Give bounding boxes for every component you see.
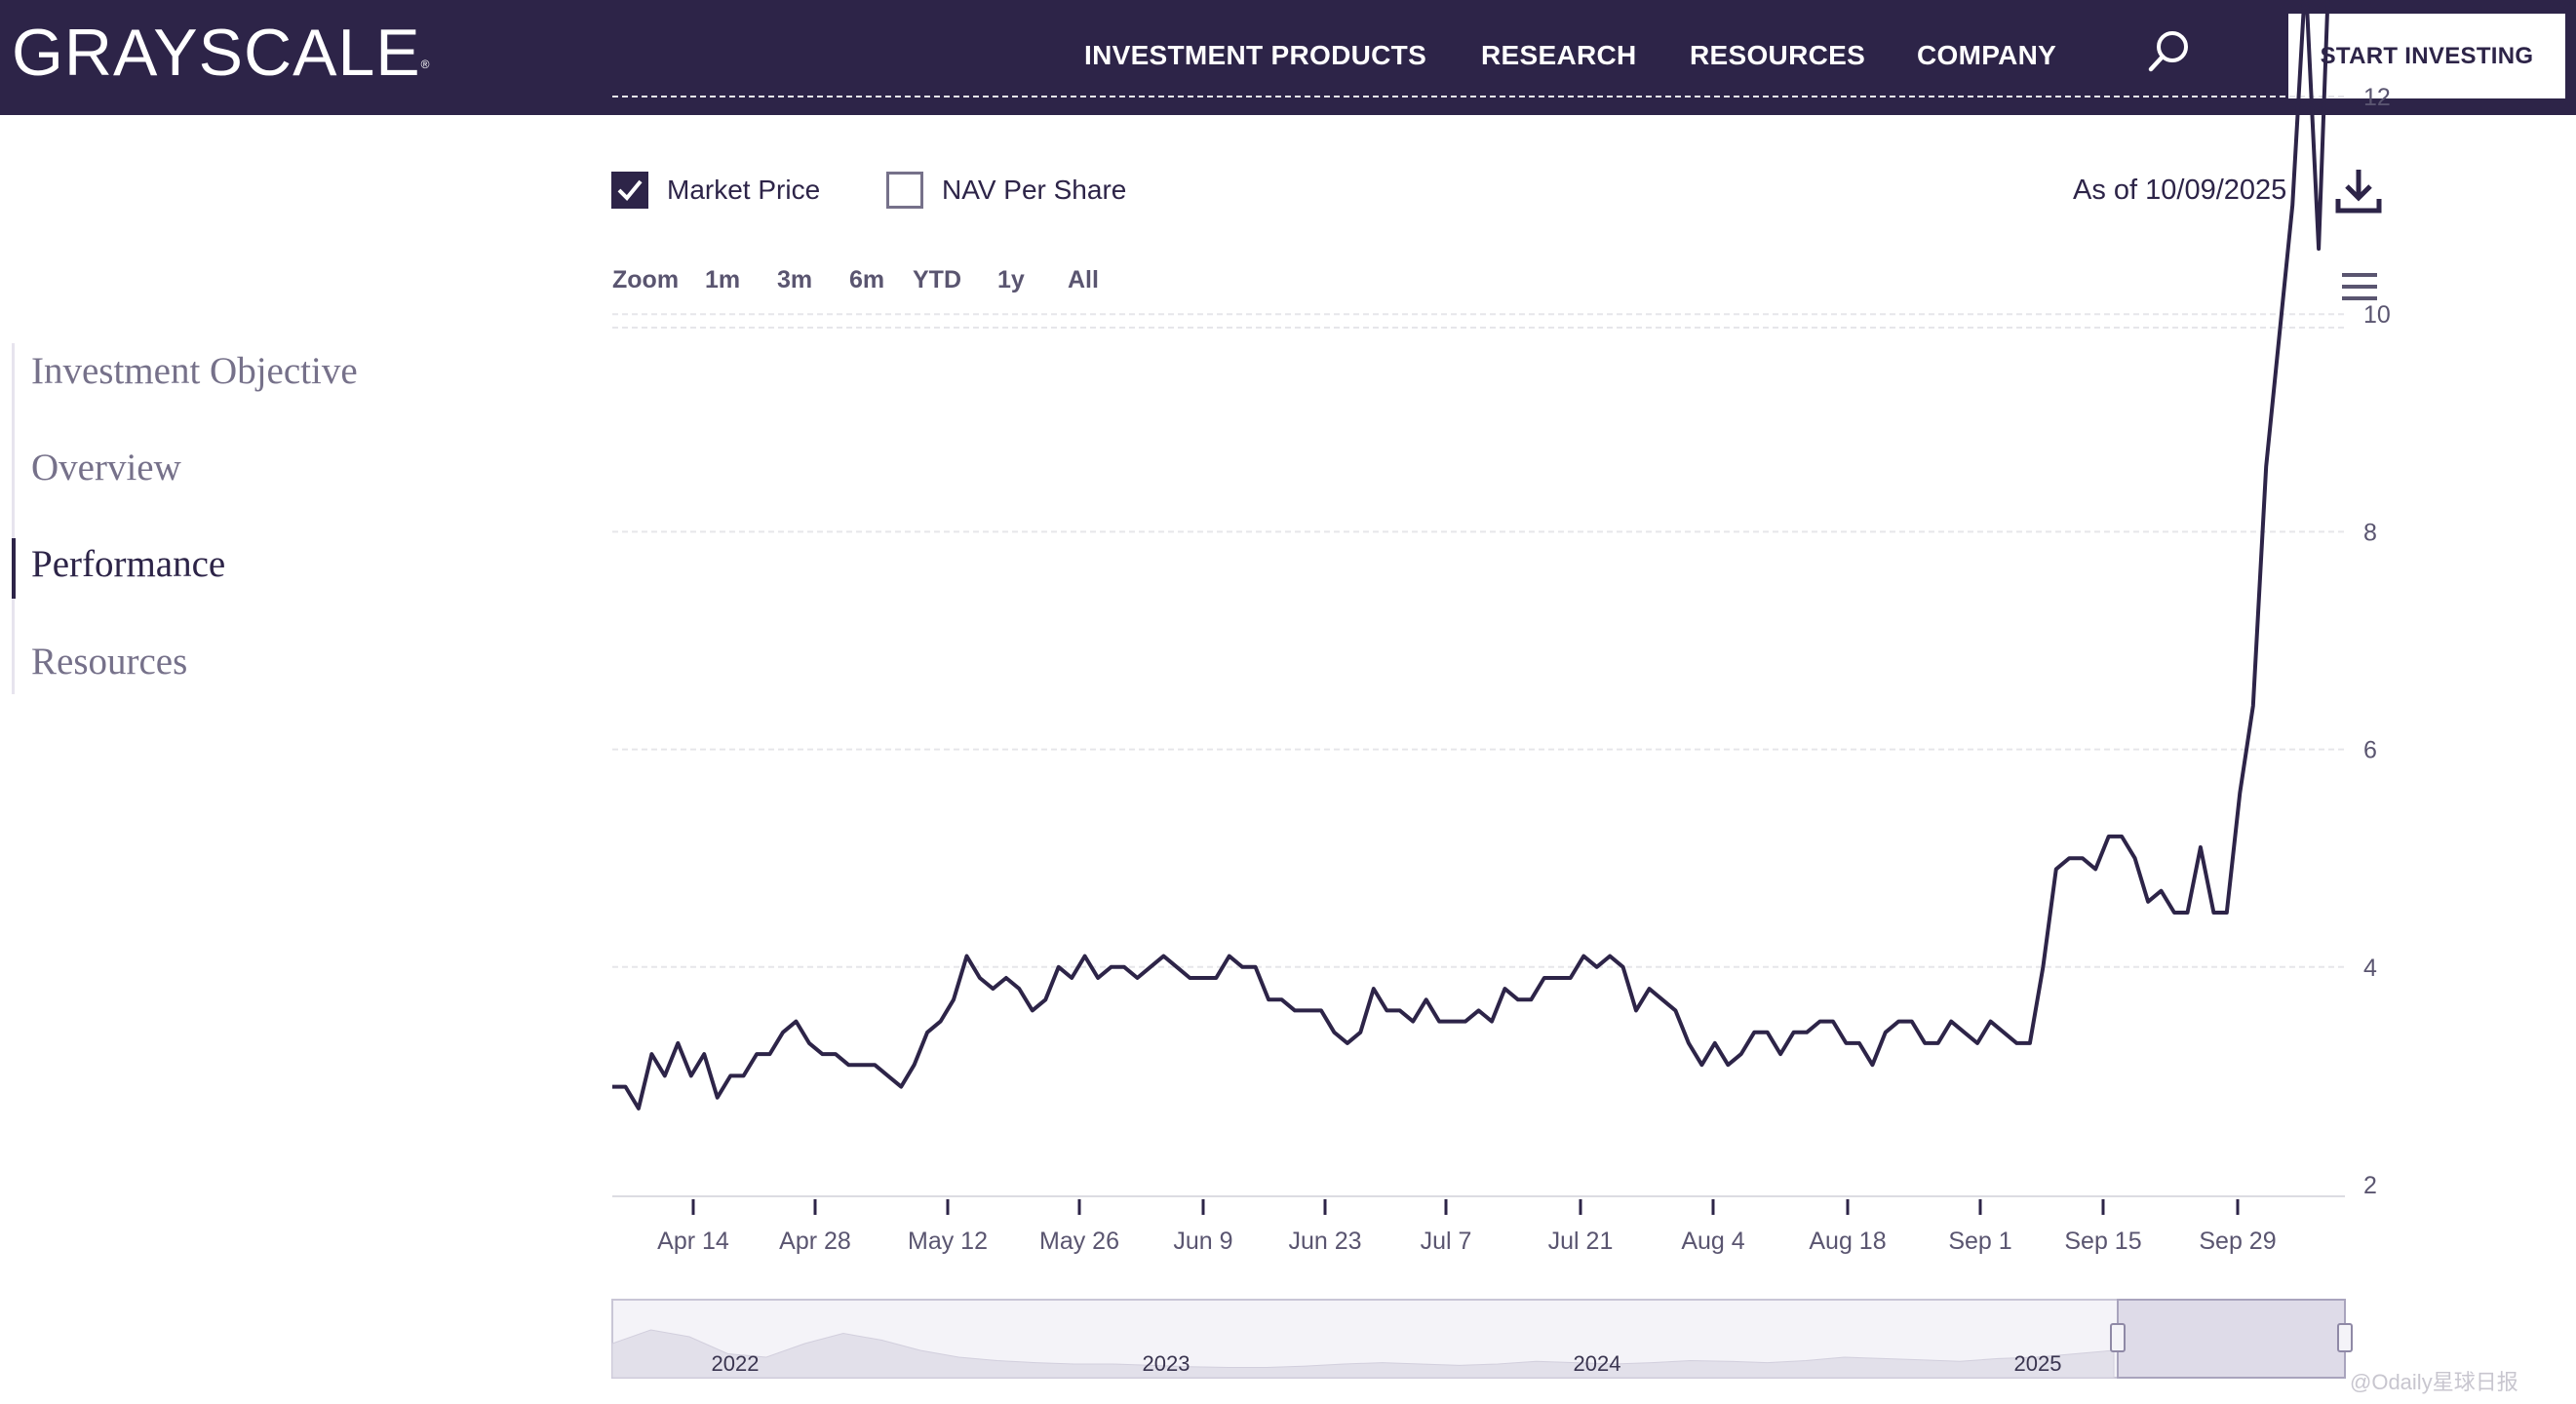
nav-per-share-label[interactable]: NAV Per Share [942, 175, 1127, 205]
watermark-text: @Odaily星球日报 [2350, 1370, 2518, 1394]
nav-investment-products[interactable]: INVESTMENT PRODUCTS [1084, 40, 1427, 70]
x-tick-label: May 26 [1039, 1228, 1119, 1255]
x-tick-label: Jun 9 [1173, 1228, 1232, 1255]
chart-menu-icon[interactable] [2342, 271, 2377, 302]
search-icon[interactable] [2145, 27, 2194, 76]
zoom-3m-button[interactable]: 3m [777, 266, 813, 293]
sidebar-active-indicator [12, 538, 16, 599]
registered-mark: ® [420, 58, 431, 71]
x-tick-label: Aug 18 [1809, 1228, 1886, 1255]
x-tick-label: Sep 29 [2199, 1228, 2276, 1255]
y-tick-label: 8 [2363, 519, 2377, 546]
x-tick-label: Aug 4 [1681, 1228, 1744, 1255]
zoom-ytd-button[interactable]: YTD [913, 266, 961, 293]
zoom-1y-button[interactable]: 1y [997, 266, 1025, 293]
zoom-label: Zoom [612, 266, 680, 293]
sidebar-item-performance[interactable]: Performance [31, 543, 226, 585]
x-tick-label: Apr 28 [779, 1228, 851, 1255]
x-tick-label: Jun 23 [1288, 1228, 1361, 1255]
logo-text: GRAYSCALE [12, 16, 421, 90]
nav-research[interactable]: RESEARCH [1481, 40, 1637, 70]
navigator-right-handle[interactable] [2337, 1323, 2353, 1352]
sidebar-rail [12, 343, 15, 694]
navigator-year-label: 2024 [1574, 1351, 1621, 1376]
navigator-selection [2117, 1299, 2346, 1379]
market-price-series-line [612, 0, 2330, 1111]
y-tick-label: 4 [2363, 955, 2377, 982]
as-of-date: As of 10/09/2025 [2073, 175, 2287, 206]
navigator-year-label: 2023 [1143, 1351, 1190, 1376]
navigator-track [611, 1299, 2346, 1379]
zoom-1m-button[interactable]: 1m [705, 266, 741, 293]
x-tick-label: Sep 15 [2064, 1228, 2141, 1255]
download-icon[interactable] [2334, 166, 2383, 216]
navigator-year-label: 2025 [2014, 1351, 2062, 1376]
nav-resources[interactable]: RESOURCES [1690, 40, 1866, 70]
navigator-left-handle[interactable] [2110, 1323, 2126, 1352]
x-tick-label: May 12 [908, 1228, 988, 1255]
x-tick-label: Jul 21 [1548, 1228, 1614, 1255]
sidebar-item-overview[interactable]: Overview [31, 447, 181, 488]
zoom-all-button[interactable]: All [1068, 266, 1099, 293]
checkmark-icon [617, 179, 643, 201]
grayscale-logo[interactable]: GRAYSCALE® [12, 14, 431, 92]
x-tick-label: Jul 7 [1421, 1228, 1472, 1255]
x-tick-label: Sep 1 [1948, 1228, 2011, 1255]
y-tick-label: 6 [2363, 737, 2377, 764]
navigator-year-label: 2022 [712, 1351, 760, 1376]
start-investing-button[interactable]: START INVESTING [2288, 14, 2565, 98]
sidebar-item-investment-objective[interactable]: Investment Objective [31, 350, 358, 392]
market-price-checkbox[interactable] [611, 172, 648, 209]
section-sidebar: Investment Objective Overview Performanc… [12, 343, 402, 694]
y-tick-label: 2 [2363, 1172, 2377, 1199]
nav-company[interactable]: COMPANY [1917, 40, 2057, 70]
y-tick-label: 10 [2363, 301, 2391, 329]
x-tick-label: Apr 14 [657, 1228, 729, 1255]
sidebar-item-resources[interactable]: Resources [31, 641, 188, 682]
market-price-label[interactable]: Market Price [667, 175, 821, 205]
zoom-6m-button[interactable]: 6m [849, 266, 885, 293]
nav-per-share-checkbox[interactable] [886, 172, 923, 209]
top-navigation-bar: GRAYSCALE® INVESTMENT PRODUCTS RESEARCH … [0, 0, 2576, 115]
navigator-series-area [611, 1329, 2115, 1379]
